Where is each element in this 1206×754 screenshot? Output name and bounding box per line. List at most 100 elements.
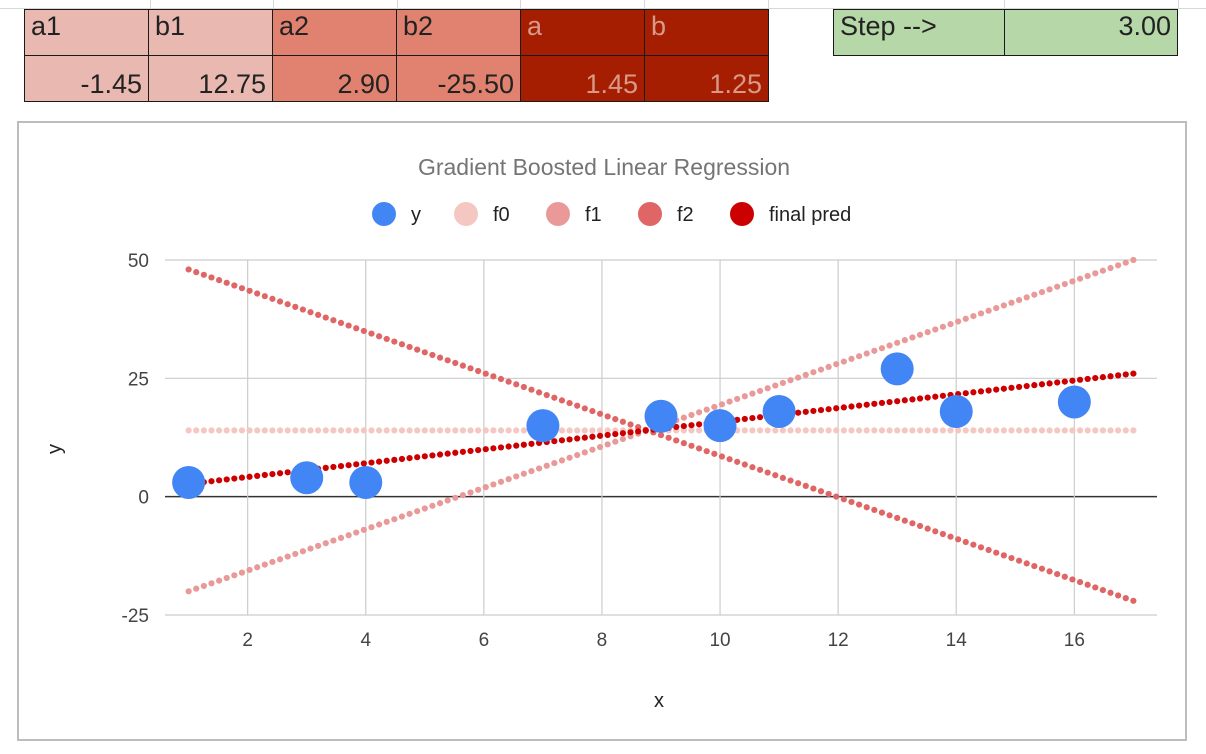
line-dot [1107,427,1114,434]
line-dot [497,375,505,383]
line-dot [284,469,291,476]
line-dot [711,450,718,457]
line-dot [817,427,825,434]
line-dot [985,546,992,554]
line-dot [391,338,398,345]
line-dot [436,500,444,507]
step-value-cell[interactable]: 3.00 [1004,9,1178,56]
line-dot [185,588,192,595]
sheet-gridline [644,0,645,9]
line-dot [406,510,413,517]
line-dot [490,373,497,380]
cell-b1-header[interactable]: b1 [148,9,273,56]
chart-svg: Gradient Boosted Linear Regression y f0 f1… [44,154,1157,712]
cell-b-header[interactable]: b [644,9,769,56]
x-tick-label: 4 [360,630,371,651]
line-dot [200,427,207,434]
chart-container[interactable]: Gradient Boosted Linear Regression y f0 f1… [17,121,1187,741]
line-dot [269,558,276,566]
line-dot [703,448,710,455]
line-dot [1084,427,1091,434]
line-dot [482,427,489,434]
line-dot [795,480,802,487]
line-dot [185,266,192,273]
x-tick-label: 14 [946,630,968,651]
line-dot [467,447,474,455]
line-dot [802,427,809,434]
line-dot [528,386,535,393]
line-dot [878,509,886,516]
line-dot [695,445,703,452]
step-label-cell[interactable]: Step --> [832,9,1006,56]
y-tick-label: -25 [122,606,149,627]
line-dot [1023,427,1030,434]
line-dot [505,427,512,434]
line-dot [604,413,611,420]
line-dot [421,427,428,434]
chart-title: Gradient Boosted Linear Regression [418,154,790,180]
line-dot [574,402,581,409]
cell-a1-value[interactable]: -1.45 [24,55,149,102]
line-dot [962,538,969,546]
cell-a-header[interactable]: a [520,9,645,56]
line-dot [749,414,756,422]
line-dot [825,363,832,370]
cell-a2-header[interactable]: a2 [272,9,397,56]
legend-item: final pred [730,202,851,226]
line-dot [916,522,924,530]
line-dot [315,427,322,434]
line-dot [223,476,230,483]
line-dot [215,277,223,284]
line-dot [1076,578,1084,586]
data-point [762,394,796,428]
line-dot [924,394,931,401]
line-dot [970,389,977,396]
line-dot [756,387,764,395]
cell-a1-header[interactable]: a1 [24,9,149,56]
line-dot [566,427,573,434]
line-dot [985,427,992,434]
line-dot [779,379,787,387]
line-dot [1054,379,1061,386]
line-dot [985,387,992,394]
line-dot [863,401,870,408]
line-dot [772,382,779,389]
legend-label: y [411,204,421,226]
line-dot [513,427,520,434]
line-dot [223,279,230,286]
line-dot [429,351,436,359]
line-dot [855,402,863,409]
parameters-value-row: -1.45 12.75 2.90 -25.50 1.45 1.25 [24,55,769,102]
cell-a2-value[interactable]: 2.90 [272,55,397,102]
cell-a-value[interactable]: 1.45 [520,55,645,102]
line-dot [635,428,642,435]
line-dot [261,293,268,300]
cell-b-value[interactable]: 1.25 [644,55,769,102]
chart-legend: y f0 f1 f2 final pred [372,202,851,226]
line-dot [878,427,886,434]
line-dot [284,553,291,560]
line-dot [985,307,992,314]
line-dot [238,569,246,576]
cell-b2-value[interactable]: -25.50 [396,55,521,102]
line-dot [1092,584,1099,591]
line-dot [406,454,413,462]
line-dot [871,400,878,407]
line-dot [1130,597,1137,604]
line-dot [1092,374,1099,382]
line-dot [756,427,764,434]
line-dot [1099,267,1107,274]
line-dot [955,536,962,543]
sheet-gridline [273,0,274,9]
cell-b2-header[interactable]: b2 [396,9,521,56]
cell-b1-value[interactable]: 12.75 [148,55,273,102]
data-point [644,399,678,433]
line-dot [566,399,573,407]
line-dot [673,437,680,444]
line-dot [414,508,421,515]
line-dot [475,427,482,434]
line-dot [833,405,840,412]
x-axis-ticks: 2 4 6 8 10 12 14 16 [242,630,1085,651]
line-dot [855,427,863,434]
line-dot [353,325,360,332]
